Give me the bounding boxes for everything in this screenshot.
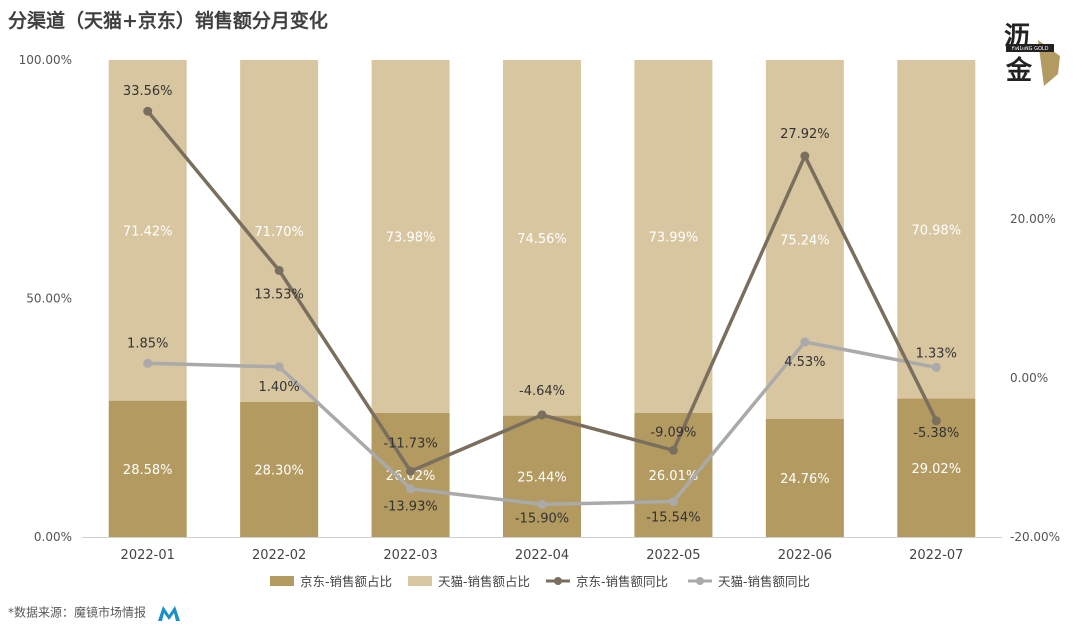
y-right-tick-label: 0.00% [1010, 371, 1048, 385]
jd-yoy-point [274, 265, 284, 275]
legend-label: 京东-销售额同比 [576, 574, 668, 589]
jd-yoy-label: -11.73% [383, 436, 437, 451]
jd-yoy-point [931, 416, 941, 426]
legend-swatch [408, 576, 432, 586]
bar-label-jd-share: 28.30% [254, 464, 304, 479]
x-tick-label: 2022-05 [646, 548, 700, 563]
x-tick-label: 2022-04 [515, 548, 569, 563]
bar-label-jd-share: 26.01% [649, 469, 699, 484]
source-text: *数据来源：魔镜市场情报 [8, 605, 147, 620]
y-left-tick-label: 100.00% [19, 53, 72, 67]
bar-jd-share [240, 402, 319, 537]
bar-jd-share [108, 400, 187, 537]
x-tick-label: 2022-07 [909, 548, 963, 563]
legend-label: 京东-销售额占比 [300, 574, 392, 589]
tmall-yoy-label: 1.40% [258, 380, 299, 395]
jd-yoy-label: 27.92% [780, 127, 830, 142]
jd-yoy-point [406, 466, 416, 476]
bar-jd-share [634, 412, 713, 537]
legend-swatch [270, 576, 294, 586]
bar-tmall-share [108, 60, 187, 401]
jd-yoy-label: -4.64% [519, 384, 565, 399]
jd-yoy-label: -5.38% [913, 426, 959, 441]
x-tick-label: 2022-06 [778, 548, 832, 563]
bar-label-tmall-share: 71.42% [123, 224, 173, 239]
y-left-tick-label: 0.00% [34, 530, 72, 544]
tmall-yoy-point [274, 362, 284, 372]
legend-label: 天猫-销售额占比 [438, 574, 530, 589]
bar-label-tmall-share: 74.56% [517, 232, 567, 247]
bar-label-jd-share: 28.58% [123, 463, 173, 478]
tmall-yoy-label: 4.53% [784, 355, 825, 370]
data-source-note: *数据来源：魔镜市场情报 [8, 603, 182, 623]
bar-label-tmall-share: 70.98% [911, 223, 961, 238]
bar-label-jd-share: 26.02% [386, 469, 436, 484]
jd-yoy-label: -9.09% [650, 425, 696, 440]
tmall-yoy-point [143, 358, 153, 368]
logo-char-2: 金 [1006, 56, 1033, 86]
bar-tmall-share [503, 60, 581, 416]
tmall-yoy-point [668, 497, 678, 507]
logo-small-text: FINDING GOLD [1011, 46, 1048, 52]
jd-yoy-label: 13.53% [254, 287, 304, 302]
legend-swatch-marker [554, 577, 562, 585]
y-left-tick-label: 50.00% [26, 292, 72, 306]
legend-label: 天猫-销售额同比 [718, 574, 810, 589]
bar-jd-share [765, 418, 844, 537]
tmall-yoy-label: -15.54% [646, 511, 700, 526]
x-tick-label: 2022-02 [252, 548, 306, 563]
bar-label-jd-share: 25.44% [517, 470, 567, 485]
tmall-yoy-point [800, 337, 810, 347]
logo-shape: FINDING GOLD [1006, 40, 1060, 86]
tmall-yoy-point [406, 484, 416, 494]
bar-tmall-share [897, 60, 976, 399]
jd-yoy-label: 33.56% [123, 84, 173, 99]
y-right-tick-label: -20.00% [1010, 530, 1060, 544]
bar-label-tmall-share: 75.24% [780, 233, 830, 248]
tmall-yoy-label: -13.93% [383, 500, 437, 515]
y-right-tick-label: 20.00% [1010, 212, 1056, 226]
bar-tmall-share [240, 60, 319, 403]
bar-tmall-share [765, 60, 844, 419]
x-tick-label: 2022-01 [121, 548, 175, 563]
tmall-yoy-point [931, 362, 941, 372]
jd-yoy-point [537, 410, 547, 420]
chart-title: 分渠道（天猫+京东）销售额分月变化 [8, 10, 328, 32]
bar-tmall-share [371, 60, 450, 413]
tmall-yoy-label: 1.85% [127, 336, 168, 351]
mirror-logo-icon [157, 606, 180, 621]
brand-logo: FINDING GOLD 沥 金 [1000, 14, 1064, 90]
bar-label-tmall-share: 71.70% [254, 225, 304, 240]
jd-yoy-point [668, 445, 678, 455]
bar-label-jd-share: 24.76% [780, 472, 830, 487]
bar-jd-share [503, 415, 581, 537]
bar-label-tmall-share: 73.99% [649, 230, 699, 245]
jd-yoy-point [800, 151, 810, 161]
bar-tmall-share [634, 60, 713, 413]
bar-label-tmall-share: 73.98% [386, 230, 436, 245]
tmall-yoy-label: -15.90% [515, 511, 569, 526]
legend-swatch-marker [696, 577, 704, 585]
logo-char-1: 沥 [1004, 22, 1031, 52]
x-tick-label: 2022-03 [383, 548, 437, 563]
jd-yoy-point [143, 106, 153, 116]
tmall-yoy-point [537, 499, 547, 509]
tmall-yoy-label: 1.33% [916, 346, 957, 361]
bar-label-jd-share: 29.02% [911, 462, 961, 477]
